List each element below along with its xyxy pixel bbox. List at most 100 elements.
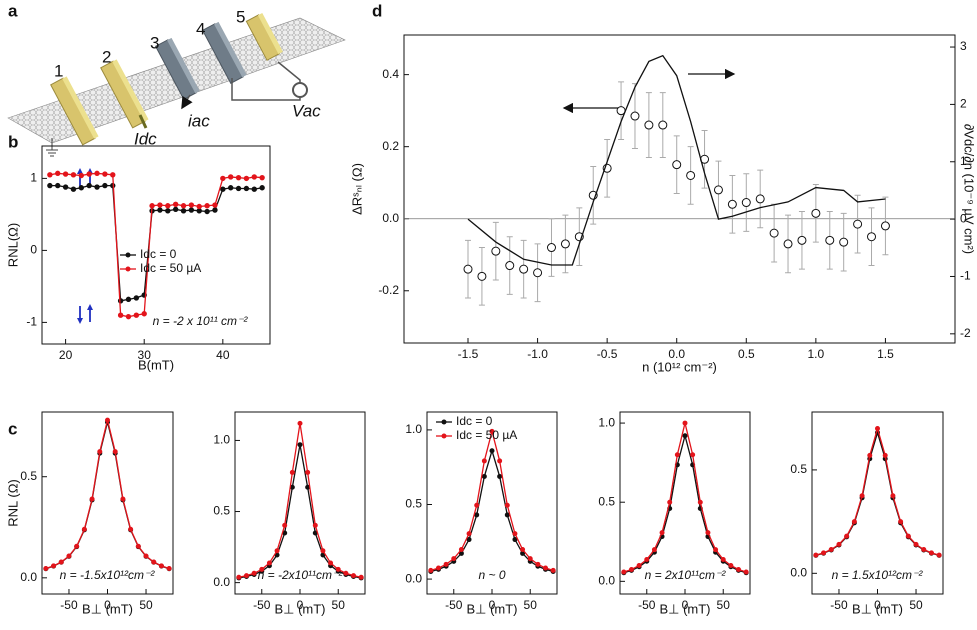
data-point	[628, 566, 634, 572]
x-tick-label: 50	[909, 598, 923, 612]
data-point	[682, 420, 688, 426]
data-point	[697, 499, 703, 505]
panel-label: a	[8, 1, 18, 20]
chart-panel: -50 0 50 0.0 0.5 1.0 B⊥ (mT) n = -2x10¹¹cm⁻²	[213, 411, 366, 616]
data-point	[755, 194, 765, 204]
arrow	[79, 170, 91, 322]
panel-label: c	[8, 419, 17, 438]
data-point	[644, 556, 650, 562]
x-tick-label: 30	[138, 348, 152, 362]
data-point	[282, 522, 288, 528]
data-point	[358, 574, 364, 580]
y2-tick-label: 0	[960, 211, 967, 225]
data-point	[533, 268, 543, 278]
data-point	[135, 543, 141, 549]
data-point	[497, 473, 503, 479]
data-point	[489, 448, 495, 454]
data-point	[120, 496, 126, 502]
y-tick-label: 0.0	[598, 574, 615, 588]
legend-label: Idc = 0	[456, 414, 493, 428]
data-point	[125, 296, 132, 303]
chart-panel: -50 0 50 0.0 0.5 1.0 B⊥ (mT) n = 2x10¹¹cm⁻²	[598, 411, 751, 616]
data-point	[451, 556, 457, 562]
data-point	[519, 264, 529, 274]
chart-panel: 20 30 40 -1 0 1 b B(mT) RNL(Ω) n = -2 x 10¹¹ cm⁻²…	[5, 132, 271, 372]
data-point	[875, 426, 880, 432]
series-line	[45, 419, 170, 570]
data-point	[86, 171, 92, 177]
data-point	[227, 174, 234, 180]
y2-tick-label: -1	[960, 269, 971, 283]
data-point	[149, 203, 155, 209]
x-axis-label: n (10¹² cm⁻²)	[642, 359, 717, 374]
data-point	[328, 560, 334, 566]
voltage-label: Vac	[292, 101, 321, 120]
current-label: iac	[188, 111, 210, 130]
data-point	[769, 228, 779, 238]
data-point	[836, 541, 842, 547]
data-point	[560, 239, 570, 249]
data-point	[251, 570, 257, 576]
data-point	[743, 569, 749, 575]
data-point	[62, 171, 69, 177]
data-point	[672, 160, 682, 170]
x-tick-label: 40	[216, 348, 230, 362]
contact-label: 5	[236, 7, 245, 26]
data-point	[720, 556, 726, 562]
data-point	[477, 271, 487, 281]
magnetization-arrows	[77, 168, 93, 324]
x-tick-label: 50	[139, 598, 153, 612]
series-line	[238, 444, 362, 579]
data-point	[851, 519, 857, 525]
data-point	[94, 170, 100, 177]
x-tick-label: 50	[332, 598, 346, 612]
y-tick-label: 0.5	[598, 494, 615, 508]
data-point	[58, 559, 64, 565]
wire	[181, 94, 193, 110]
data-point	[47, 182, 53, 189]
data-point	[811, 208, 821, 218]
x-tick-label: -50	[445, 598, 463, 612]
data-point	[204, 208, 210, 215]
data-point	[297, 420, 303, 426]
y-tick-label: 1.0	[405, 422, 422, 436]
y-tick-label: 0.0	[790, 565, 807, 579]
data-point	[535, 561, 541, 567]
series-line	[815, 426, 940, 556]
data-point	[165, 208, 171, 214]
data-point	[220, 186, 226, 192]
data-point	[853, 219, 863, 229]
y-tick-label: 0	[30, 243, 37, 257]
data-point	[658, 120, 668, 130]
series-line	[623, 433, 747, 574]
data-point	[335, 566, 341, 572]
data-point	[636, 563, 642, 569]
data-point	[243, 185, 250, 192]
contact-label: 2	[102, 47, 111, 66]
data-point	[343, 570, 349, 576]
annotation: n = -2x10¹¹cm⁻²	[258, 568, 344, 582]
data-point	[728, 563, 734, 569]
y2-tick-label: 3	[960, 39, 967, 53]
data-point	[97, 449, 103, 455]
data-point	[546, 243, 556, 253]
contact-bar	[201, 21, 247, 84]
data-point	[289, 469, 295, 475]
panel-label: b	[8, 132, 18, 151]
data-point	[783, 239, 793, 249]
data-point	[180, 203, 187, 209]
annotation: n = -2 x 10¹¹ cm⁻²	[153, 314, 249, 328]
series-line	[49, 184, 263, 302]
y-tick-label: 0.5	[20, 469, 37, 483]
data-point	[644, 120, 654, 130]
data-point	[204, 203, 210, 209]
data-point	[466, 531, 472, 537]
x-tick-label: -50	[60, 598, 78, 612]
x-tick-label: 0	[489, 598, 496, 612]
data-point	[196, 208, 202, 214]
data-point	[705, 530, 711, 536]
data-point	[235, 185, 242, 192]
data-point	[466, 537, 472, 543]
contact-label: 4	[196, 19, 205, 38]
